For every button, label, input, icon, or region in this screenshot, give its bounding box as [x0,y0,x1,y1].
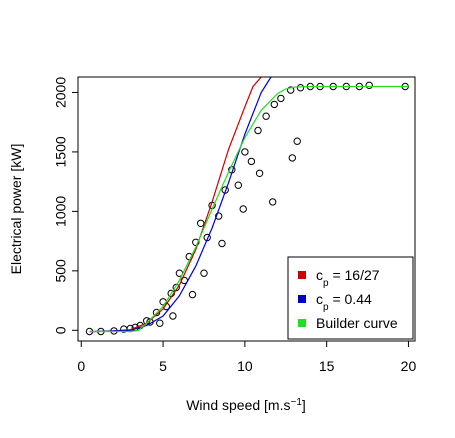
data-point [262,112,270,120]
data-point [241,148,249,156]
plot-frame [77,76,416,342]
x-tick-label: 0 [77,358,85,374]
y-tick-label: 500 [53,259,69,283]
data-point [215,212,223,220]
x-tick-label: 10 [237,358,253,374]
y-tick-label: 2000 [53,77,69,108]
data-point [234,181,243,189]
data-point [197,219,205,228]
data-point [239,205,247,213]
data-point [269,198,277,206]
legend-label: cp = 16/27 [316,267,380,289]
data-point [255,169,264,178]
legend-box [287,256,414,340]
x-axis: 0 5 10 15 20 [77,341,416,374]
series-lines [89,77,409,333]
legend-label: cp = 0.44 [316,291,372,313]
x-tick-label: 5 [159,358,167,374]
y-tick-label: 0 [53,326,69,334]
y-tick-label: 1000 [53,196,69,227]
data-point [277,94,285,103]
x-axis-label: Wind speed [m.s−1] [186,397,306,414]
data-point [218,239,226,248]
x-axis-label-superscript: −1 [290,397,302,408]
data-point [200,269,208,277]
series-line-1 [89,77,272,333]
data-point [287,86,295,94]
series-line-0 [89,77,262,333]
data-point [365,81,373,90]
legend-swatch [298,295,306,303]
data-point [192,238,200,247]
data-point [296,84,305,92]
legend-label: Builder curve [316,315,398,331]
data-point [156,319,164,327]
x-tick-label: 15 [319,358,335,374]
data-point [270,100,278,109]
legend-swatch [298,319,306,327]
data-point [169,312,177,320]
data-point [188,290,197,299]
y-axis-label: Electrical power [kW] [8,144,24,275]
data-point [288,154,296,162]
y-axis: 0 500 1000 1500 2000 [53,77,78,334]
x-tick-label: 20 [401,358,417,374]
y-tick-label: 1500 [53,136,69,167]
legend-swatch [298,271,306,279]
series-line-2 [89,85,409,333]
data-point [293,137,301,145]
data-point [254,126,262,135]
data-point [247,157,256,166]
